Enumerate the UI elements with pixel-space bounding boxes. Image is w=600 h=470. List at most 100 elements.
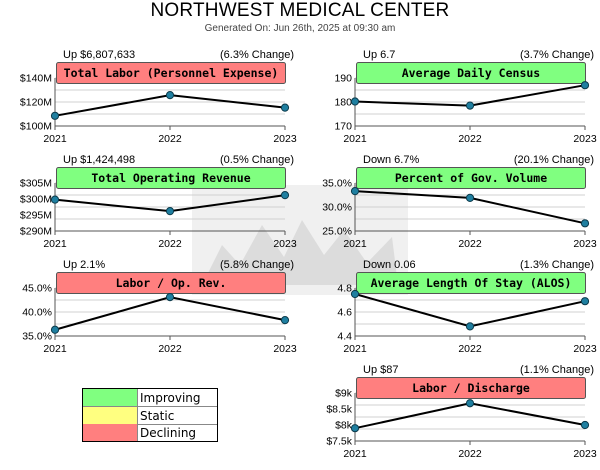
y-tick-label: $7.5k: [326, 436, 352, 448]
y-tick-label: $100M: [20, 121, 52, 133]
title-banner: [56, 62, 286, 84]
x-tick-label: 2021: [43, 133, 67, 145]
y-tick-label: $295M: [20, 210, 52, 222]
x-tick-label: 2023: [273, 238, 297, 250]
title-banner: [356, 377, 586, 399]
panel-header: Up 6.7 (3.7% Change): [355, 48, 600, 62]
legend-item-static: Static: [83, 406, 217, 425]
data-point: [350, 424, 360, 433]
x-tick-label: 2022: [158, 238, 182, 250]
total-operating-revenue-chart: Total Operating Revenue $290M $295M $300M $3…: [20, 167, 297, 250]
change-amount: Down 0.06: [363, 259, 416, 271]
legend-swatch: [83, 406, 138, 424]
y-tick-label: 30.0%: [322, 202, 352, 214]
chart-title: Percent of Gov. Volume: [395, 171, 547, 185]
change-percent: (20.1% Change): [513, 154, 594, 166]
chart-title: Average Length Of Stay (ALOS): [371, 276, 572, 290]
x-tick-label: 2022: [458, 133, 482, 145]
data-point: [350, 289, 360, 299]
panel-header: Up $6,807,633 (6.3% Change): [55, 48, 300, 62]
data-point: [580, 81, 590, 90]
chart-title: Labor / Op. Rev.: [116, 276, 227, 290]
y-tick-label: $290M: [20, 226, 52, 238]
legend-swatch: [83, 389, 138, 406]
title-banner: [356, 272, 586, 294]
x-tick-label: 2022: [158, 343, 182, 355]
title-banner: [356, 167, 586, 189]
status-legend: Improving Static Declining: [82, 388, 218, 442]
change-percent: (6.3% Change): [220, 49, 294, 61]
x-tick-label: 2022: [458, 343, 482, 355]
y-tick-label: 40.0%: [22, 307, 52, 319]
chart-title: Labor / Discharge: [412, 381, 530, 395]
legend-swatch: [83, 424, 138, 441]
chart-title: Total Labor (Personnel Expense): [64, 66, 279, 80]
panel-header: Down 6.7% (20.1% Change): [355, 153, 600, 167]
change-amount: Up $87: [363, 364, 399, 376]
panel-total-labor: Up $6,807,633 (6.3% Change) Total Labor …: [20, 48, 300, 155]
y-tick-label: $8.5k: [326, 404, 352, 416]
data-point: [165, 91, 175, 100]
panel-average-length-of-stay: Down 0.06 (1.3% Change) Average Length O…: [337, 258, 600, 365]
total-labor-chart: Total Labor (Personnel Expense) $100M $120…: [20, 62, 297, 145]
x-tick-label: 2022: [158, 133, 182, 145]
panel-header: Down 0.06 (1.3% Change): [355, 258, 600, 272]
generated-timestamp: Generated On: Jun 26th, 2025 at 09:30 am: [204, 23, 396, 34]
y-tick-label: $305M: [20, 178, 52, 190]
x-tick-label: 2021: [343, 343, 367, 355]
data-point: [580, 219, 590, 228]
data-point: [465, 101, 475, 110]
panel-average-daily-census: Up 6.7 (3.7% Change) Average Daily Censu…: [334, 48, 600, 155]
change-percent: (0.5% Change): [220, 154, 294, 166]
x-tick-label: 2023: [273, 343, 297, 355]
x-tick-label: 2021: [343, 133, 367, 145]
y-tick-label: 170: [334, 121, 352, 133]
x-tick-label: 2022: [458, 448, 482, 460]
data-point: [280, 316, 290, 325]
y-tick-label: $9k: [335, 388, 353, 400]
chart-title: Total Operating Revenue: [91, 171, 250, 185]
legend-item-declining: Declining: [83, 424, 217, 442]
data-point: [165, 293, 175, 302]
chart-title: Average Daily Census: [402, 66, 540, 80]
panel-header: Up $1,424,498 (0.5% Change): [55, 153, 300, 167]
x-tick-label: 2023: [573, 238, 597, 250]
panel-percent-gov-volume: Down 6.7% (20.1% Change) Percent of Gov.…: [322, 153, 600, 260]
legend-label: Static: [140, 408, 175, 423]
panel-labor-per-discharge: Up $87 (1.1% Change) Labor / Discharge $7…: [326, 363, 600, 470]
change-amount: Up 6.7: [363, 49, 396, 61]
data-point: [280, 103, 290, 112]
change-percent: (1.1% Change): [520, 364, 594, 376]
x-tick-label: 2022: [458, 238, 482, 250]
y-tick-label: $120M: [20, 97, 52, 109]
x-tick-label: 2021: [343, 238, 367, 250]
panel-header: Up 2.1% (5.8% Change): [55, 258, 300, 272]
average-length-of-stay-chart: Average Length Of Stay (ALOS) 4.4 4.6 4.8 20…: [337, 272, 597, 355]
y-tick-label: 190: [334, 73, 352, 85]
legend-label: Declining: [140, 426, 197, 440]
y-tick-label: 35.0%: [22, 331, 52, 343]
y-tick-label: 25.0%: [322, 226, 352, 238]
x-tick-label: 2021: [43, 343, 67, 355]
x-tick-label: 2021: [43, 238, 67, 250]
page-title: NORTHWEST MEDICAL CENTER: [150, 0, 450, 21]
change-percent: (3.7% Change): [520, 49, 594, 61]
panel-labor-op-rev: Up 2.1% (5.8% Change) Labor / Op. Rev. 35…: [22, 258, 300, 365]
panel-header: Up $87 (1.1% Change): [355, 363, 600, 377]
y-tick-label: 180: [334, 97, 352, 109]
labor-op-rev-chart: Labor / Op. Rev. 35.0% 40.0% 45.0% 2021 2022 2…: [22, 272, 297, 355]
change-amount: Up 2.1%: [63, 259, 106, 271]
series-line: [54, 296, 286, 331]
y-tick-label: 45.0%: [22, 283, 52, 295]
data-point: [580, 297, 590, 306]
panel-total-operating-revenue: Up $1,424,498 (0.5% Change) Total Operat…: [20, 153, 300, 260]
y-tick-label: 4.8: [337, 283, 352, 295]
y-tick-label: $140M: [20, 73, 52, 85]
data-point: [465, 193, 475, 202]
data-point: [50, 325, 60, 334]
data-point: [50, 195, 60, 204]
data-point: [350, 97, 360, 106]
y-tick-label: 4.6: [337, 307, 352, 319]
title-banner: [56, 167, 286, 189]
y-tick-label: $300M: [20, 194, 52, 206]
